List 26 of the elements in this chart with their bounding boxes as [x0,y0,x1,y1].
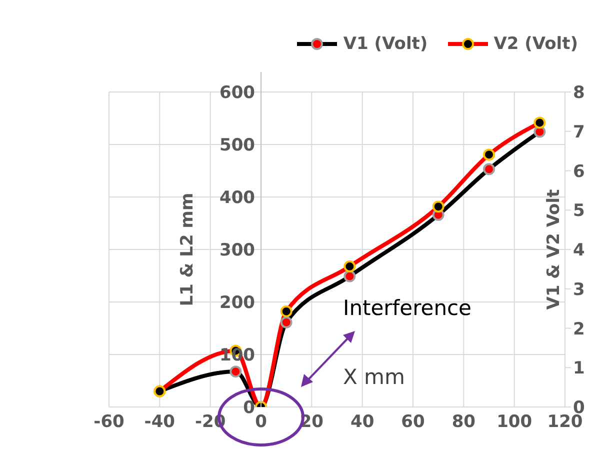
y-axis-title: L1 & L2 mm [178,192,198,306]
y2-tick-label: 1 [573,358,585,379]
y-tick-label: 0 [243,398,256,418]
x-tick-label: 80 [452,412,476,432]
annotation: Interference [343,296,472,320]
y-tick-label: 500 [220,136,256,156]
y-tick-label: 300 [220,240,256,260]
y-tick-label: 600 [220,83,256,103]
x-tick-label: -60 [94,412,125,432]
y2-tick-label: 8 [573,83,585,104]
x-tick-label: -40 [144,412,176,432]
x-tick-label: 100 [496,412,532,432]
x-tick-label: 60 [401,412,425,432]
legend-label: V2 (Volt) [494,34,578,54]
y-tick-label: 200 [220,293,256,313]
x-tick-label: 40 [350,412,374,432]
x-axis-title: X mm [343,364,405,389]
legend-label: V1 (Volt) [343,34,428,54]
y2-tick-label: 5 [573,201,585,222]
y2-tick-label: 7 [573,122,585,142]
y2-tick-label: 3 [573,280,585,300]
y-tick-label: 400 [220,188,256,208]
y2-tick-label: 6 [573,162,585,182]
y2-tick-label: 2 [573,319,585,340]
y2-axis-title: V1 & V2 Volt [544,189,564,310]
y2-tick-label: 4 [573,240,585,261]
